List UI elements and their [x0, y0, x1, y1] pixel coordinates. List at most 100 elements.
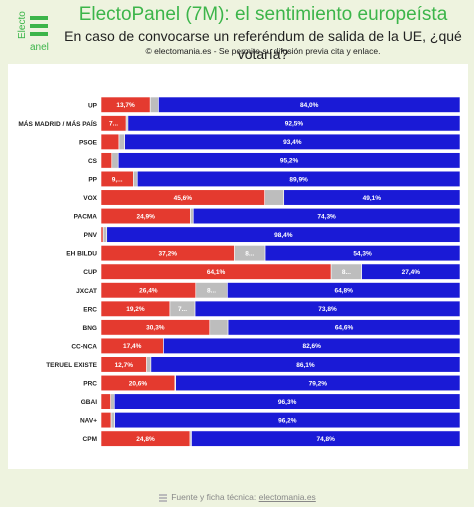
footer: Fuente y ficha técnica: electomania.es	[0, 492, 474, 503]
data-label: 95,2%	[280, 158, 299, 165]
data-label: 98,4%	[274, 232, 293, 239]
bar-segment-remain	[264, 245, 461, 262]
data-label: 26,4%	[139, 288, 158, 295]
data-label: 37,2%	[159, 250, 178, 257]
bar-segment-remain	[192, 208, 461, 225]
data-label: 19,2%	[126, 306, 145, 313]
bar-segment-leave	[100, 412, 112, 429]
category-label: UP	[88, 102, 98, 109]
data-label: 8...	[342, 269, 351, 276]
category-label: ERC	[83, 306, 97, 313]
category-label: NAV+	[80, 418, 97, 425]
data-label: 8...	[245, 250, 254, 257]
logo-text-bottom: anel	[30, 42, 49, 53]
data-label: 13,7%	[116, 102, 135, 109]
data-label: 74,8%	[317, 436, 336, 443]
bar-segment-remain	[158, 96, 461, 113]
bar-segment-undecided	[264, 189, 285, 206]
data-label: 92,5%	[285, 121, 304, 128]
data-label: 17,4%	[123, 343, 142, 350]
data-label: 84,0%	[300, 102, 319, 109]
category-label: PACMA	[74, 214, 98, 221]
data-label: 7...	[178, 306, 187, 313]
bar-segment-undecided	[149, 96, 159, 113]
bar-segment-undecided	[110, 393, 115, 410]
chart-title: ElectoPanel (7M): el sentimiento europeí…	[78, 4, 448, 25]
bar-segment-undecided	[110, 412, 115, 429]
data-label: 96,2%	[278, 417, 297, 424]
category-label: PRC	[83, 381, 97, 388]
bar-segment-remain	[191, 430, 461, 447]
bar-segment-undecided	[209, 319, 229, 336]
category-label: BNG	[83, 325, 97, 332]
data-label: 24,9%	[136, 213, 155, 220]
bar-segment-undecided	[111, 152, 119, 169]
bar-segment-undecided	[190, 208, 194, 225]
data-label: 64,8%	[334, 288, 353, 295]
data-label: 49,1%	[363, 195, 382, 202]
category-label: CPM	[83, 436, 97, 443]
category-label: CC-NCA	[71, 343, 97, 350]
data-label: 45,6%	[174, 195, 193, 202]
category-label: TERUEL EXISTE	[46, 362, 97, 369]
logo-text-top: Electo	[17, 11, 28, 39]
data-label: 82,6%	[303, 343, 322, 350]
electopanel-small-icon	[159, 493, 168, 502]
data-label: 12,7%	[115, 362, 134, 369]
bar-segment-remain	[227, 319, 461, 336]
footer-text: Fuente y ficha técnica:	[171, 492, 259, 502]
data-label: 64,6%	[335, 325, 354, 332]
bar-segment-undecided	[102, 226, 108, 243]
bar-segment-leave	[100, 152, 113, 169]
bar-segment-remain	[114, 412, 461, 429]
bar-segment-remain	[127, 115, 461, 132]
data-label: 93,4%	[283, 139, 302, 146]
data-label: 89,9%	[289, 176, 308, 183]
data-label: 96,3%	[278, 399, 297, 406]
data-label: 74,3%	[317, 213, 336, 220]
bar-segment-remain	[194, 300, 461, 317]
category-label: CS	[88, 158, 98, 165]
bar-segment-undecided	[118, 133, 125, 150]
data-label: 9,...	[112, 176, 123, 183]
data-label: 54,3%	[353, 250, 372, 257]
data-label: 79,2%	[309, 380, 328, 387]
data-label: 20,6%	[129, 380, 148, 387]
footer-link[interactable]: electomania.es	[258, 492, 316, 502]
bar-segment-remain	[163, 337, 461, 354]
bar-segment-leave	[100, 133, 120, 150]
chart-subtitle: En caso de convocarse un referéndum de s…	[64, 28, 462, 62]
data-label: 8...	[207, 288, 216, 295]
bar-segment-leave	[100, 393, 111, 410]
data-label: 24,8%	[136, 436, 155, 443]
bar-segment-remain	[227, 282, 461, 299]
category-label: PSOE	[79, 139, 98, 146]
bar-segment-remain	[361, 263, 461, 280]
bar-segment-leave	[100, 226, 104, 243]
category-label: GBAI	[81, 399, 97, 406]
electopanel-logo: Electo anel	[17, 11, 49, 53]
data-label: 30,3%	[146, 325, 165, 332]
category-label: PNV	[84, 232, 98, 239]
data-label: 27,4%	[402, 269, 421, 276]
bar-segment-remain	[150, 356, 461, 373]
data-label: 86,1%	[296, 362, 315, 369]
category-label: PP	[88, 176, 97, 183]
bar-segment-remain	[113, 393, 461, 410]
data-label: 73,8%	[318, 306, 337, 313]
bar-segment-remain	[124, 133, 461, 150]
data-label: 7...	[109, 121, 118, 128]
category-label: CUP	[83, 269, 97, 276]
bar-segment-undecided	[133, 170, 138, 187]
data-label: 64,1%	[207, 269, 226, 276]
stacked-bar-chart: UP 13,7% 84,0% MÁS MADRID / MÁS PAÍS 7... 92,…	[18, 96, 461, 447]
bar-segment-remain	[117, 152, 461, 169]
bar-segment-undecided	[146, 356, 152, 373]
bar-segment-remain	[175, 374, 461, 392]
category-label: VOX	[83, 195, 97, 202]
bar-segment-remain	[283, 189, 461, 206]
bar-segment-remain	[136, 170, 461, 187]
category-label: JXCAT	[76, 288, 97, 295]
category-label: MÁS MADRID / MÁS PAÍS	[18, 119, 97, 128]
bar-segment-remain	[106, 226, 461, 243]
